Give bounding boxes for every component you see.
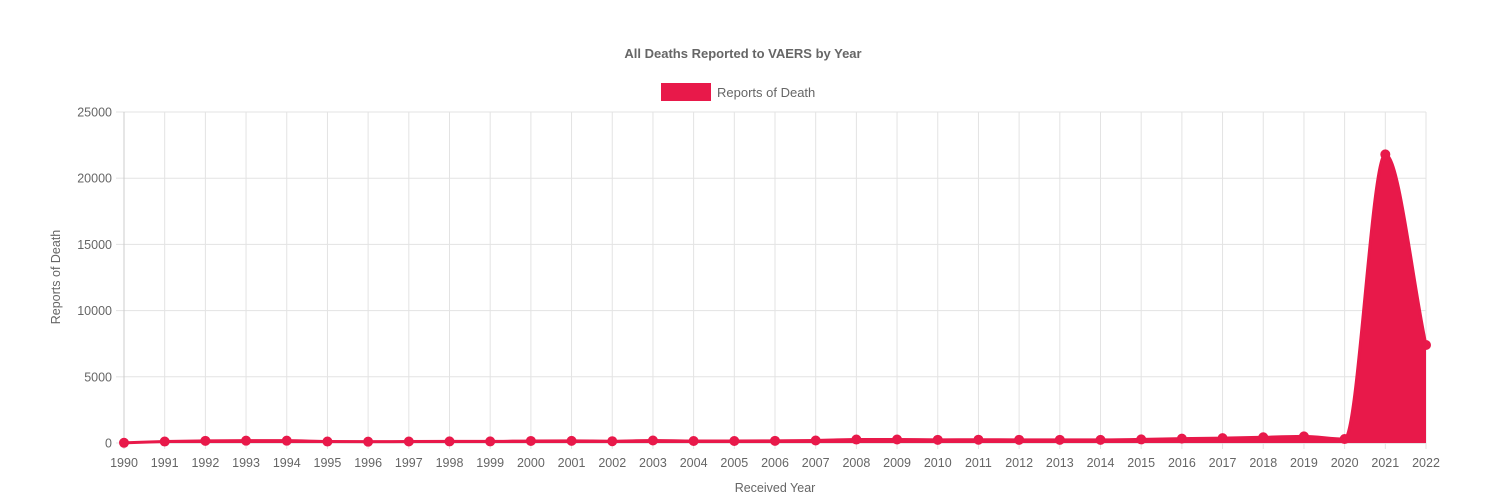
x-tick-label: 2012 (1005, 456, 1033, 470)
x-tick-label: 2004 (680, 456, 708, 470)
data-point-1997[interactable] (403, 436, 414, 447)
x-axis-title: Received Year (735, 481, 816, 495)
data-point-2009[interactable] (892, 434, 903, 445)
x-tick-label: 2011 (965, 456, 992, 470)
data-point-2003[interactable] (647, 435, 658, 446)
x-tick-label: 1998 (436, 456, 464, 470)
data-point-1990[interactable] (119, 437, 129, 448)
data-point-2017[interactable] (1217, 433, 1228, 444)
legend-swatch (661, 83, 711, 101)
x-tick-label: 1992 (191, 456, 219, 470)
data-point-2004[interactable] (688, 436, 699, 447)
data-point-1991[interactable] (159, 436, 170, 447)
data-point-1994[interactable] (281, 435, 292, 446)
x-tick-label: 2006 (761, 456, 789, 470)
data-point-2012[interactable] (1014, 434, 1025, 445)
data-point-2021[interactable] (1380, 149, 1391, 160)
chart-title: All Deaths Reported to VAERS by Year (624, 46, 861, 61)
data-point-2002[interactable] (607, 436, 618, 447)
y-tick-label: 10000 (77, 304, 112, 318)
x-tick-label: 2008 (842, 456, 870, 470)
data-point-2005[interactable] (729, 436, 740, 447)
data-point-2020[interactable] (1339, 434, 1350, 445)
x-tick-label: 2020 (1331, 456, 1359, 470)
data-point-2007[interactable] (810, 435, 821, 446)
legend-label: Reports of Death (717, 85, 815, 100)
data-point-2019[interactable] (1298, 431, 1309, 442)
data-point-1999[interactable] (485, 436, 496, 447)
x-tick-label: 1996 (354, 456, 382, 470)
y-tick-label: 15000 (77, 238, 112, 252)
x-tick-label: 2005 (720, 456, 748, 470)
x-tick-label: 2022 (1412, 456, 1440, 470)
data-point-1995[interactable] (322, 436, 333, 447)
x-tick-label: 2015 (1127, 456, 1155, 470)
x-axis-ticks: 1990 1991 1992 1993 1994 1995 1996 1997 1998 1999… (110, 456, 1440, 470)
y-tick-label: 20000 (77, 172, 112, 186)
data-point-1998[interactable] (444, 436, 455, 447)
x-tick-label: 1999 (476, 456, 504, 470)
y-tick-label: 5000 (84, 370, 112, 384)
x-tick-label: 2016 (1168, 456, 1196, 470)
x-tick-label: 2018 (1249, 456, 1277, 470)
x-tick-label: 2000 (517, 456, 545, 470)
x-tick-label: 2001 (558, 456, 586, 470)
x-tick-label: 2014 (1087, 456, 1115, 470)
data-point-2001[interactable] (566, 435, 577, 446)
x-tick-label: 2013 (1046, 456, 1074, 470)
grid (116, 111, 1427, 449)
legend[interactable]: Reports of Death (661, 83, 815, 101)
data-point-2016[interactable] (1176, 433, 1187, 444)
x-tick-label: 2019 (1290, 456, 1318, 470)
x-tick-label: 2003 (639, 456, 667, 470)
data-point-1996[interactable] (363, 436, 374, 447)
x-tick-label: 1997 (395, 456, 423, 470)
x-tick-label: 2009 (883, 456, 911, 470)
data-points (119, 149, 1431, 448)
data-point-2010[interactable] (932, 434, 943, 445)
data-point-2006[interactable] (770, 435, 780, 446)
data-point-2008[interactable] (851, 434, 862, 445)
x-tick-label: 2010 (924, 456, 952, 470)
data-point-1993[interactable] (241, 435, 252, 446)
y-tick-label: 0 (105, 437, 112, 451)
x-tick-label: 1990 (110, 456, 138, 470)
data-point-2000[interactable] (525, 435, 536, 446)
data-point-2022[interactable] (1421, 340, 1431, 351)
x-tick-label: 2007 (802, 456, 830, 470)
x-tick-label: 1991 (151, 456, 179, 470)
data-point-2011[interactable] (973, 434, 984, 445)
x-tick-label: 2002 (598, 456, 626, 470)
y-tick-label: 25000 (77, 106, 112, 120)
x-tick-label: 1995 (314, 456, 342, 470)
y-axis-ticks: 0 5000 10000 15000 20000 25000 (77, 106, 112, 451)
data-point-2015[interactable] (1136, 434, 1147, 445)
x-tick-label: 1993 (232, 456, 260, 470)
x-tick-label: 2017 (1209, 456, 1237, 470)
data-point-1992[interactable] (200, 435, 211, 446)
y-axis-title: Reports of Death (49, 230, 63, 325)
x-tick-label: 2021 (1371, 456, 1399, 470)
data-point-2014[interactable] (1095, 434, 1106, 445)
data-point-2018[interactable] (1258, 432, 1269, 443)
data-point-2013[interactable] (1054, 434, 1065, 445)
x-tick-label: 1994 (273, 456, 301, 470)
